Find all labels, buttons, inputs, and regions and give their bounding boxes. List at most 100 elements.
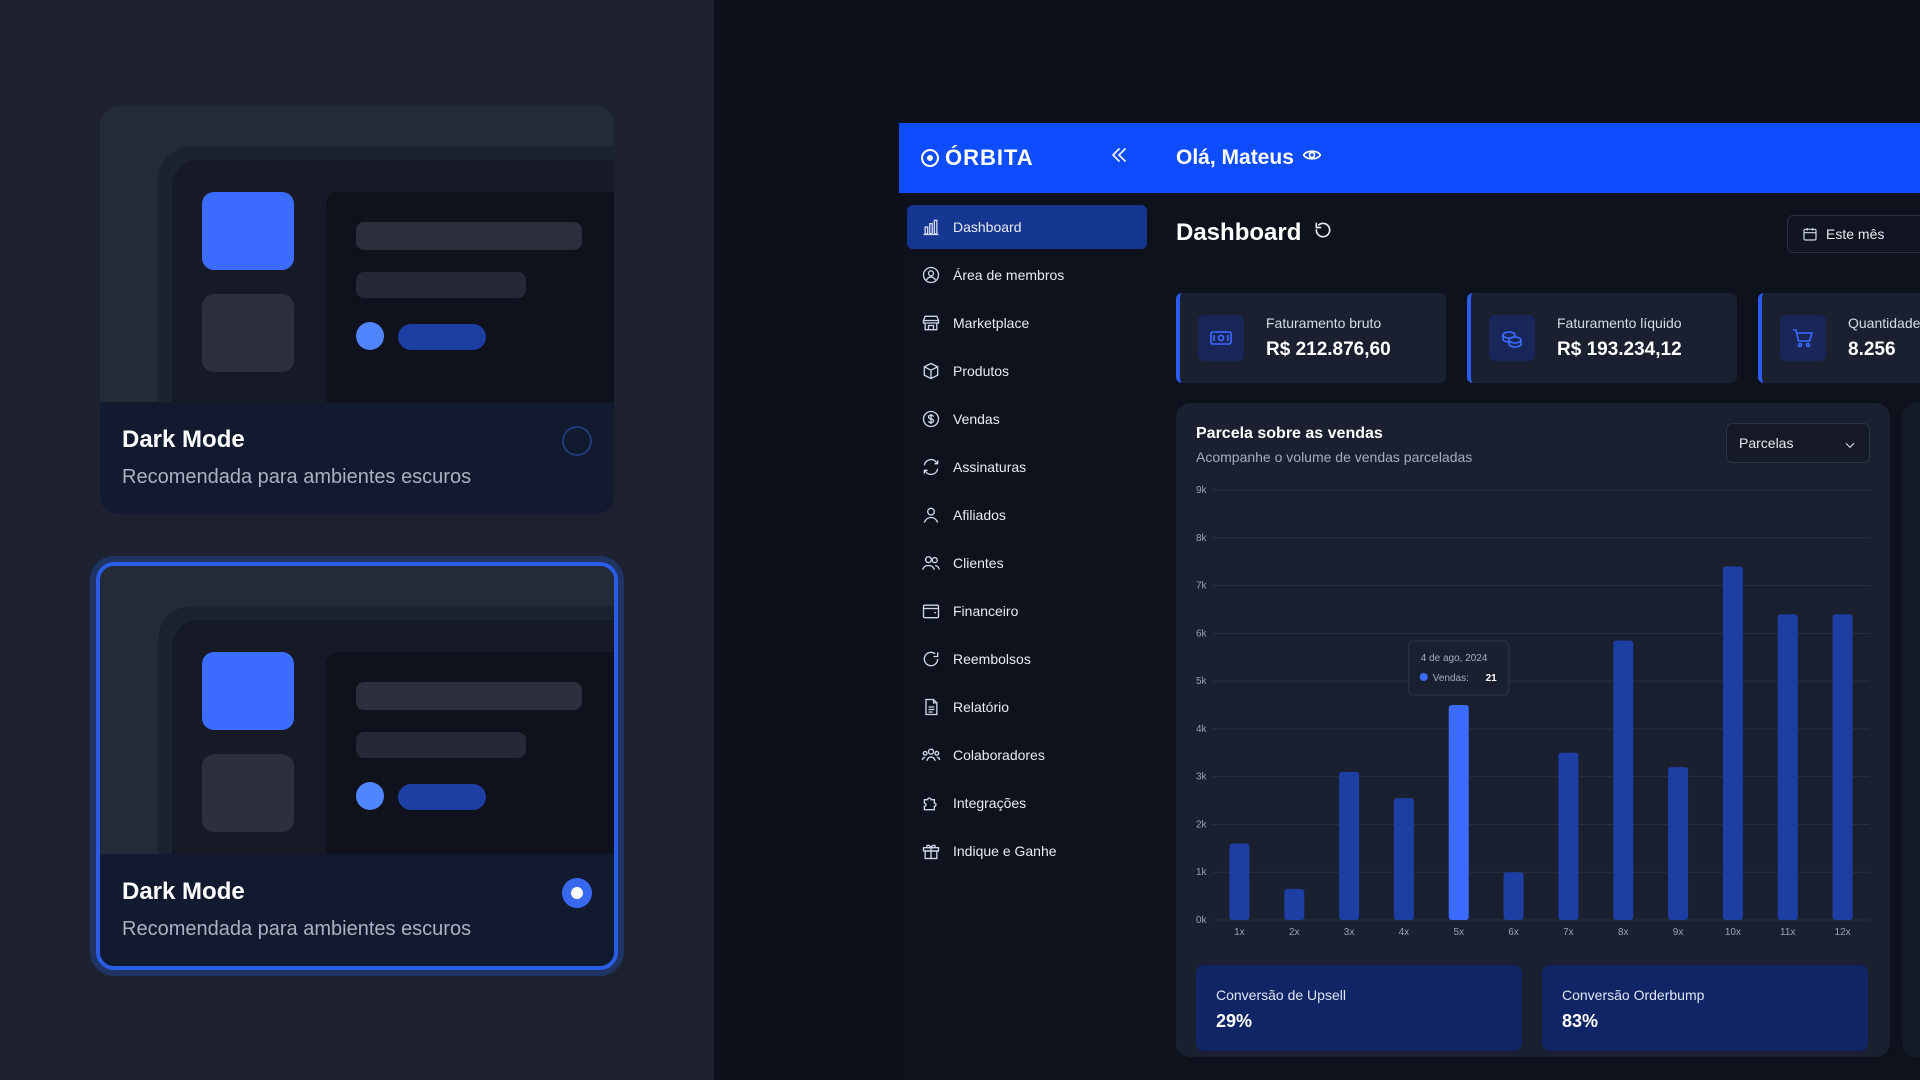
page-title: Dashboard [1176, 219, 1333, 247]
sidebar-item-label: Vendas [953, 411, 1000, 427]
calendar-icon [1803, 228, 1817, 241]
sidebar-item-vendas[interactable]: Vendas [907, 397, 1147, 441]
x-tick-label: 4x [1399, 927, 1410, 938]
installments-bar-chart: 0k 1k 2k 3k 4k 5k 6k 7k 8k 9k 1x 2x 3x 4x 5x 6x 7x 8x 9x 10… [1196, 485, 1870, 938]
adjacent-card-edge [1902, 403, 1920, 1057]
sidebar-item-label: Integrações [953, 795, 1027, 811]
tooltip-box [1408, 640, 1510, 696]
x-tick-label: 6x [1508, 927, 1519, 938]
x-tick-label: 5x [1453, 927, 1464, 938]
y-tick-label: 2k [1196, 819, 1208, 830]
bar-3x [1339, 771, 1360, 920]
tooltip-value: 21 [1486, 673, 1498, 684]
eye-icon[interactable] [1302, 145, 1322, 171]
sidebar-item-label: Clientes [953, 555, 1004, 571]
y-tick-label: 8k [1196, 533, 1208, 544]
date-filter-button[interactable]: Este mês [1787, 215, 1920, 253]
bar-7x [1558, 752, 1579, 920]
tooltip-series-label: Vendas: [1433, 673, 1469, 684]
sidebar-item-label: Relatório [953, 699, 1010, 715]
refresh-icon[interactable] [1313, 219, 1333, 247]
sidebar-item-area-de-membros[interactable]: Área de membros [907, 253, 1147, 297]
sidebar-item-reembolsos[interactable]: Reembolsos [907, 637, 1147, 681]
x-tick-label: 1x [1234, 927, 1245, 938]
sidebar-item-relatorio[interactable]: Relatório [907, 685, 1147, 729]
x-tick-label: 9x [1673, 927, 1684, 938]
chart-title: Parcela sobre as vendas [1196, 425, 1383, 442]
sidebar-item-colaboradores[interactable]: Colaboradores [907, 733, 1147, 777]
select-value: Parcelas [1739, 435, 1794, 451]
theme-card-dark-mode-1[interactable]: Dark Mode Recomendada para ambientes esc… [100, 106, 614, 514]
x-tick-label: 7x [1563, 927, 1574, 938]
x-tick-label: 12x [1835, 927, 1851, 938]
sidebar-item-afiliados[interactable]: Afiliados [907, 493, 1147, 537]
user-circle-icon [922, 266, 940, 284]
x-tick-label: 2x [1289, 927, 1300, 938]
bar-11x [1777, 614, 1798, 920]
sidebar-item-integracoes[interactable]: Integrações [907, 781, 1147, 825]
sidebar-item-label: Indique e Ganhe [953, 843, 1057, 859]
bar-12x [1832, 614, 1853, 920]
kpi-value: R$ 212.876,60 [1266, 339, 1391, 360]
sidebar-item-clientes[interactable]: Clientes [907, 541, 1147, 585]
logo-mark-icon [921, 149, 939, 167]
sidebar-item-financeiro[interactable]: Financeiro [907, 589, 1147, 633]
y-tick-label: 1k [1196, 867, 1208, 878]
gift-icon [922, 844, 940, 860]
bar-chart-icon [923, 219, 939, 236]
sidebar-item-label: Colaboradores [953, 747, 1045, 763]
theme-radio-selected[interactable] [562, 878, 592, 908]
bar-9x [1668, 767, 1689, 920]
y-tick-label: 3k [1196, 772, 1208, 783]
kpi-label: Faturamento líquido [1557, 315, 1682, 331]
y-tick-label: 7k [1196, 581, 1208, 592]
cart-icon [1780, 315, 1826, 361]
kpi-label: Faturamento bruto [1266, 315, 1382, 331]
y-tick-label: 6k [1196, 628, 1208, 639]
greeting-text: Olá, Mateus [1176, 146, 1294, 169]
tooltip-date: 4 de ago, 2024 [1421, 653, 1488, 664]
installments-select[interactable]: Parcelas [1726, 423, 1870, 463]
dollar-circle-icon [922, 410, 940, 428]
upsell-conversion-card: Conversão de Upsell 29% [1196, 965, 1522, 1051]
date-filter-label: Este mês [1826, 226, 1885, 242]
sidebar-item-marketplace[interactable]: Marketplace [907, 301, 1147, 345]
sidebar-item-label: Área de membros [953, 267, 1065, 283]
sidebar-item-label: Marketplace [953, 315, 1030, 331]
kpi-card-faturamento-bruto: Faturamento bruto R$ 212.876,60 [1176, 293, 1446, 383]
theme-description: Recomendada para ambientes escuros [122, 466, 472, 488]
x-tick-label: 3x [1344, 927, 1355, 938]
sidebar-item-dashboard[interactable]: Dashboard [907, 205, 1147, 249]
bar-4x [1393, 798, 1414, 920]
chevron-down-icon [1845, 442, 1855, 449]
theme-radio-unselected[interactable] [562, 426, 592, 456]
orderbump-conversion-card: Conversão Orderbump 83% [1542, 965, 1868, 1051]
theme-card-dark-mode-2[interactable]: Dark Mode Recomendada para ambientes esc… [96, 562, 618, 970]
theme-title: Dark Mode [122, 878, 245, 905]
collapse-sidebar-icon[interactable] [1109, 145, 1129, 170]
kpi-card-faturamento-liquido: Faturamento líquido R$ 193.234,12 [1467, 293, 1737, 383]
bar-10x [1722, 566, 1743, 920]
wallet-icon [922, 604, 940, 619]
conversion-label: Conversão Orderbump [1562, 987, 1705, 1003]
box-icon [923, 362, 939, 380]
theme-preview [100, 566, 614, 858]
logo[interactable]: ÓRBITA [921, 145, 1034, 171]
y-tick-label: 0k [1196, 915, 1208, 926]
sidebar-item-label: Reembolsos [953, 651, 1031, 667]
bar-8x [1613, 640, 1634, 920]
kpi-value: 8.256 [1848, 339, 1896, 360]
greeting: Olá, Mateus [1176, 145, 1322, 171]
sidebar-item-produtos[interactable]: Produtos [907, 349, 1147, 393]
kpi-label: Quantidade [1848, 315, 1920, 331]
puzzle-icon [923, 797, 937, 811]
conversion-label: Conversão de Upsell [1216, 987, 1346, 1003]
sidebar-item-indique-e-ganhe[interactable]: Indique e Ganhe [907, 829, 1147, 873]
user-icon [923, 507, 939, 523]
theme-description: Recomendada para ambientes escuros [122, 918, 472, 940]
y-tick-label: 9k [1196, 485, 1208, 496]
tooltip-series-dot [1419, 673, 1428, 681]
sidebar-item-assinaturas[interactable]: Assinaturas [907, 445, 1147, 489]
theme-selection-panel: Dark Mode Recomendada para ambientes esc… [0, 0, 714, 1080]
